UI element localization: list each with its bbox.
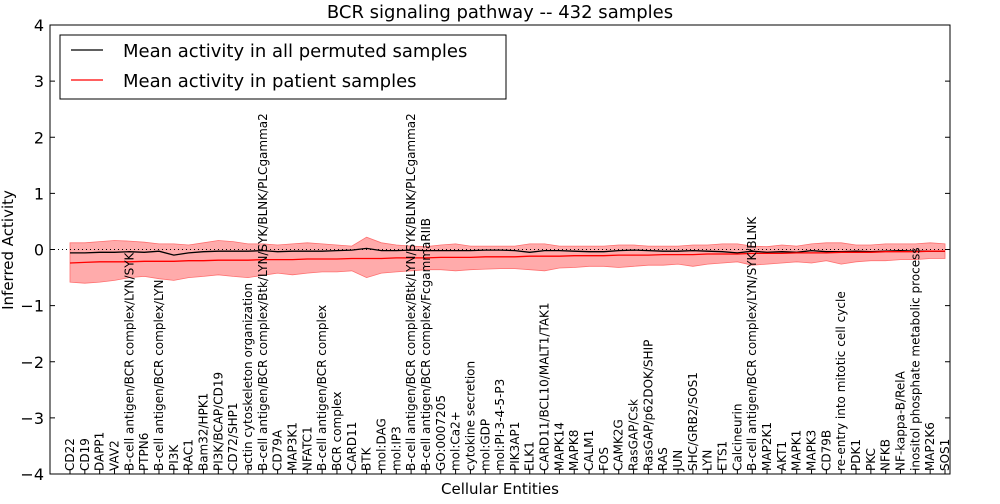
confidence-band — [69, 236, 946, 284]
y-tick-label: −3 — [20, 409, 44, 428]
y-tick-label: 3 — [34, 72, 44, 91]
y-axis-label: Inferred Activity — [0, 190, 17, 310]
category-label: CD72/SHP1 — [226, 403, 240, 471]
category-label: PI3K — [167, 444, 181, 471]
category-label: PDK1 — [849, 439, 863, 471]
category-label: B-cell antigen/BCR complex/FcgammaRIIB — [419, 218, 433, 471]
category-label: PKC — [864, 448, 878, 471]
category-label: AKT1 — [775, 441, 789, 471]
category-label: NFATC1 — [300, 426, 314, 471]
y-tick-label: 0 — [34, 241, 44, 260]
category-label: NF-kappa-B/RelA — [894, 370, 908, 471]
category-label: actin cytoskeleton organization — [241, 283, 255, 471]
chart-title: BCR signaling pathway -- 432 samples — [327, 2, 673, 23]
series-line-permuted — [70, 247, 945, 256]
category-label: CALM1 — [582, 430, 596, 471]
y-tick-label: −2 — [20, 353, 44, 372]
category-label: JUN — [671, 450, 685, 472]
category-layer: CD22 CD19 DAPP1 VAV2 B-cell antigen/BCR comp… — [63, 113, 952, 472]
category-label: BTK — [360, 446, 374, 471]
tick-layer: 4 3 2 1 0 −1 −2 −3 −4 — [20, 16, 950, 484]
category-label: re-entry into mitotic cell cycle — [834, 291, 848, 471]
category-label: GO:0007205 — [434, 395, 448, 471]
legend-label-patient: Mean activity in patient samples — [123, 71, 417, 92]
y-tick-label: 4 — [34, 16, 44, 35]
category-label: B-cell antigen/BCR complex/LYN/SYK/BLNK — [745, 216, 759, 471]
category-label: CARD11/BCL10/MALT1/TAK1 — [538, 302, 552, 471]
category-label: B-cell antigen/BCR complex — [315, 305, 329, 471]
category-label: mol:GDP — [478, 419, 492, 471]
category-label: RAS — [656, 447, 670, 471]
category-label: VAV2 — [108, 440, 122, 471]
category-label: MAPK3 — [805, 430, 819, 471]
y-tick-label: −4 — [20, 465, 44, 484]
series-line-patient — [69, 250, 945, 264]
category-label: B-cell antigen/BCR complex/Btk/LYN/SYK/B… — [256, 113, 270, 471]
category-label: inositol phosphate metabolic process — [908, 247, 922, 471]
category-label: mol:Ca2+ — [449, 411, 463, 471]
category-label: NFKB — [879, 439, 893, 471]
y-tick-label: −1 — [20, 297, 44, 316]
x-axis-label: Cellular Entities — [441, 480, 559, 498]
category-label: SOS1 — [938, 439, 952, 471]
category-label: Calcineurin — [730, 404, 744, 471]
category-label: RasGAP/Csk — [627, 399, 641, 471]
category-label: CD22 — [63, 438, 77, 471]
y-tick-label: 1 — [34, 184, 44, 203]
category-label: ETS1 — [716, 441, 730, 471]
category-label: PI3K/BCAP/CD19 — [211, 372, 225, 471]
category-label: MAP2K6 — [923, 422, 937, 471]
category-label: PTPN6 — [137, 433, 151, 471]
category-label: MAP2K1 — [760, 422, 774, 471]
legend-box — [59, 34, 507, 100]
category-label: LYN — [701, 450, 715, 471]
category-label: CARD11 — [345, 422, 359, 471]
category-label: BCR complex — [330, 392, 344, 471]
category-label: B-cell antigen/BCR complex/Btk/LYN/SYK/B… — [404, 113, 418, 471]
category-label: PIK3AP1 — [508, 422, 522, 471]
y-tick-label: 2 — [34, 128, 44, 147]
category-label: FOS — [597, 447, 611, 471]
category-label: CD19 — [78, 438, 92, 471]
category-label: CD79B — [819, 430, 833, 471]
category-label: CAMK2G — [612, 419, 626, 471]
category-label: MAP3K1 — [286, 422, 300, 471]
category-label: DAPP1 — [93, 432, 107, 471]
category-label: MAPK1 — [790, 430, 804, 471]
category-label: B-cell antigen/BCR complex/LYN/SYK — [122, 251, 136, 471]
legend: Mean activity in all permuted samples Me… — [59, 34, 507, 100]
category-label: MAPK8 — [567, 430, 581, 471]
category-label: B-cell antigen/BCR complex/LYN — [152, 279, 166, 471]
category-label: mol:DAG — [374, 418, 388, 471]
category-label: ELK1 — [523, 441, 537, 471]
category-label: mol:IP3 — [389, 426, 403, 471]
legend-label-permuted: Mean activity in all permuted samples — [123, 41, 467, 62]
category-label: RasGAP/p62DOK/SHIP — [641, 340, 655, 471]
category-label: Bam32/HPK1 — [197, 393, 211, 471]
category-label: CD79A — [271, 429, 285, 471]
category-label: MAPK14 — [552, 422, 566, 471]
category-label: RAC1 — [182, 439, 196, 471]
category-label: mol:PI-3-4-5-P3 — [493, 379, 507, 471]
band-layer — [69, 236, 946, 284]
category-label: cytokine secretion — [463, 361, 477, 471]
category-label: SHC/GRB2/SOS1 — [686, 372, 700, 471]
line-layer — [50, 247, 950, 264]
